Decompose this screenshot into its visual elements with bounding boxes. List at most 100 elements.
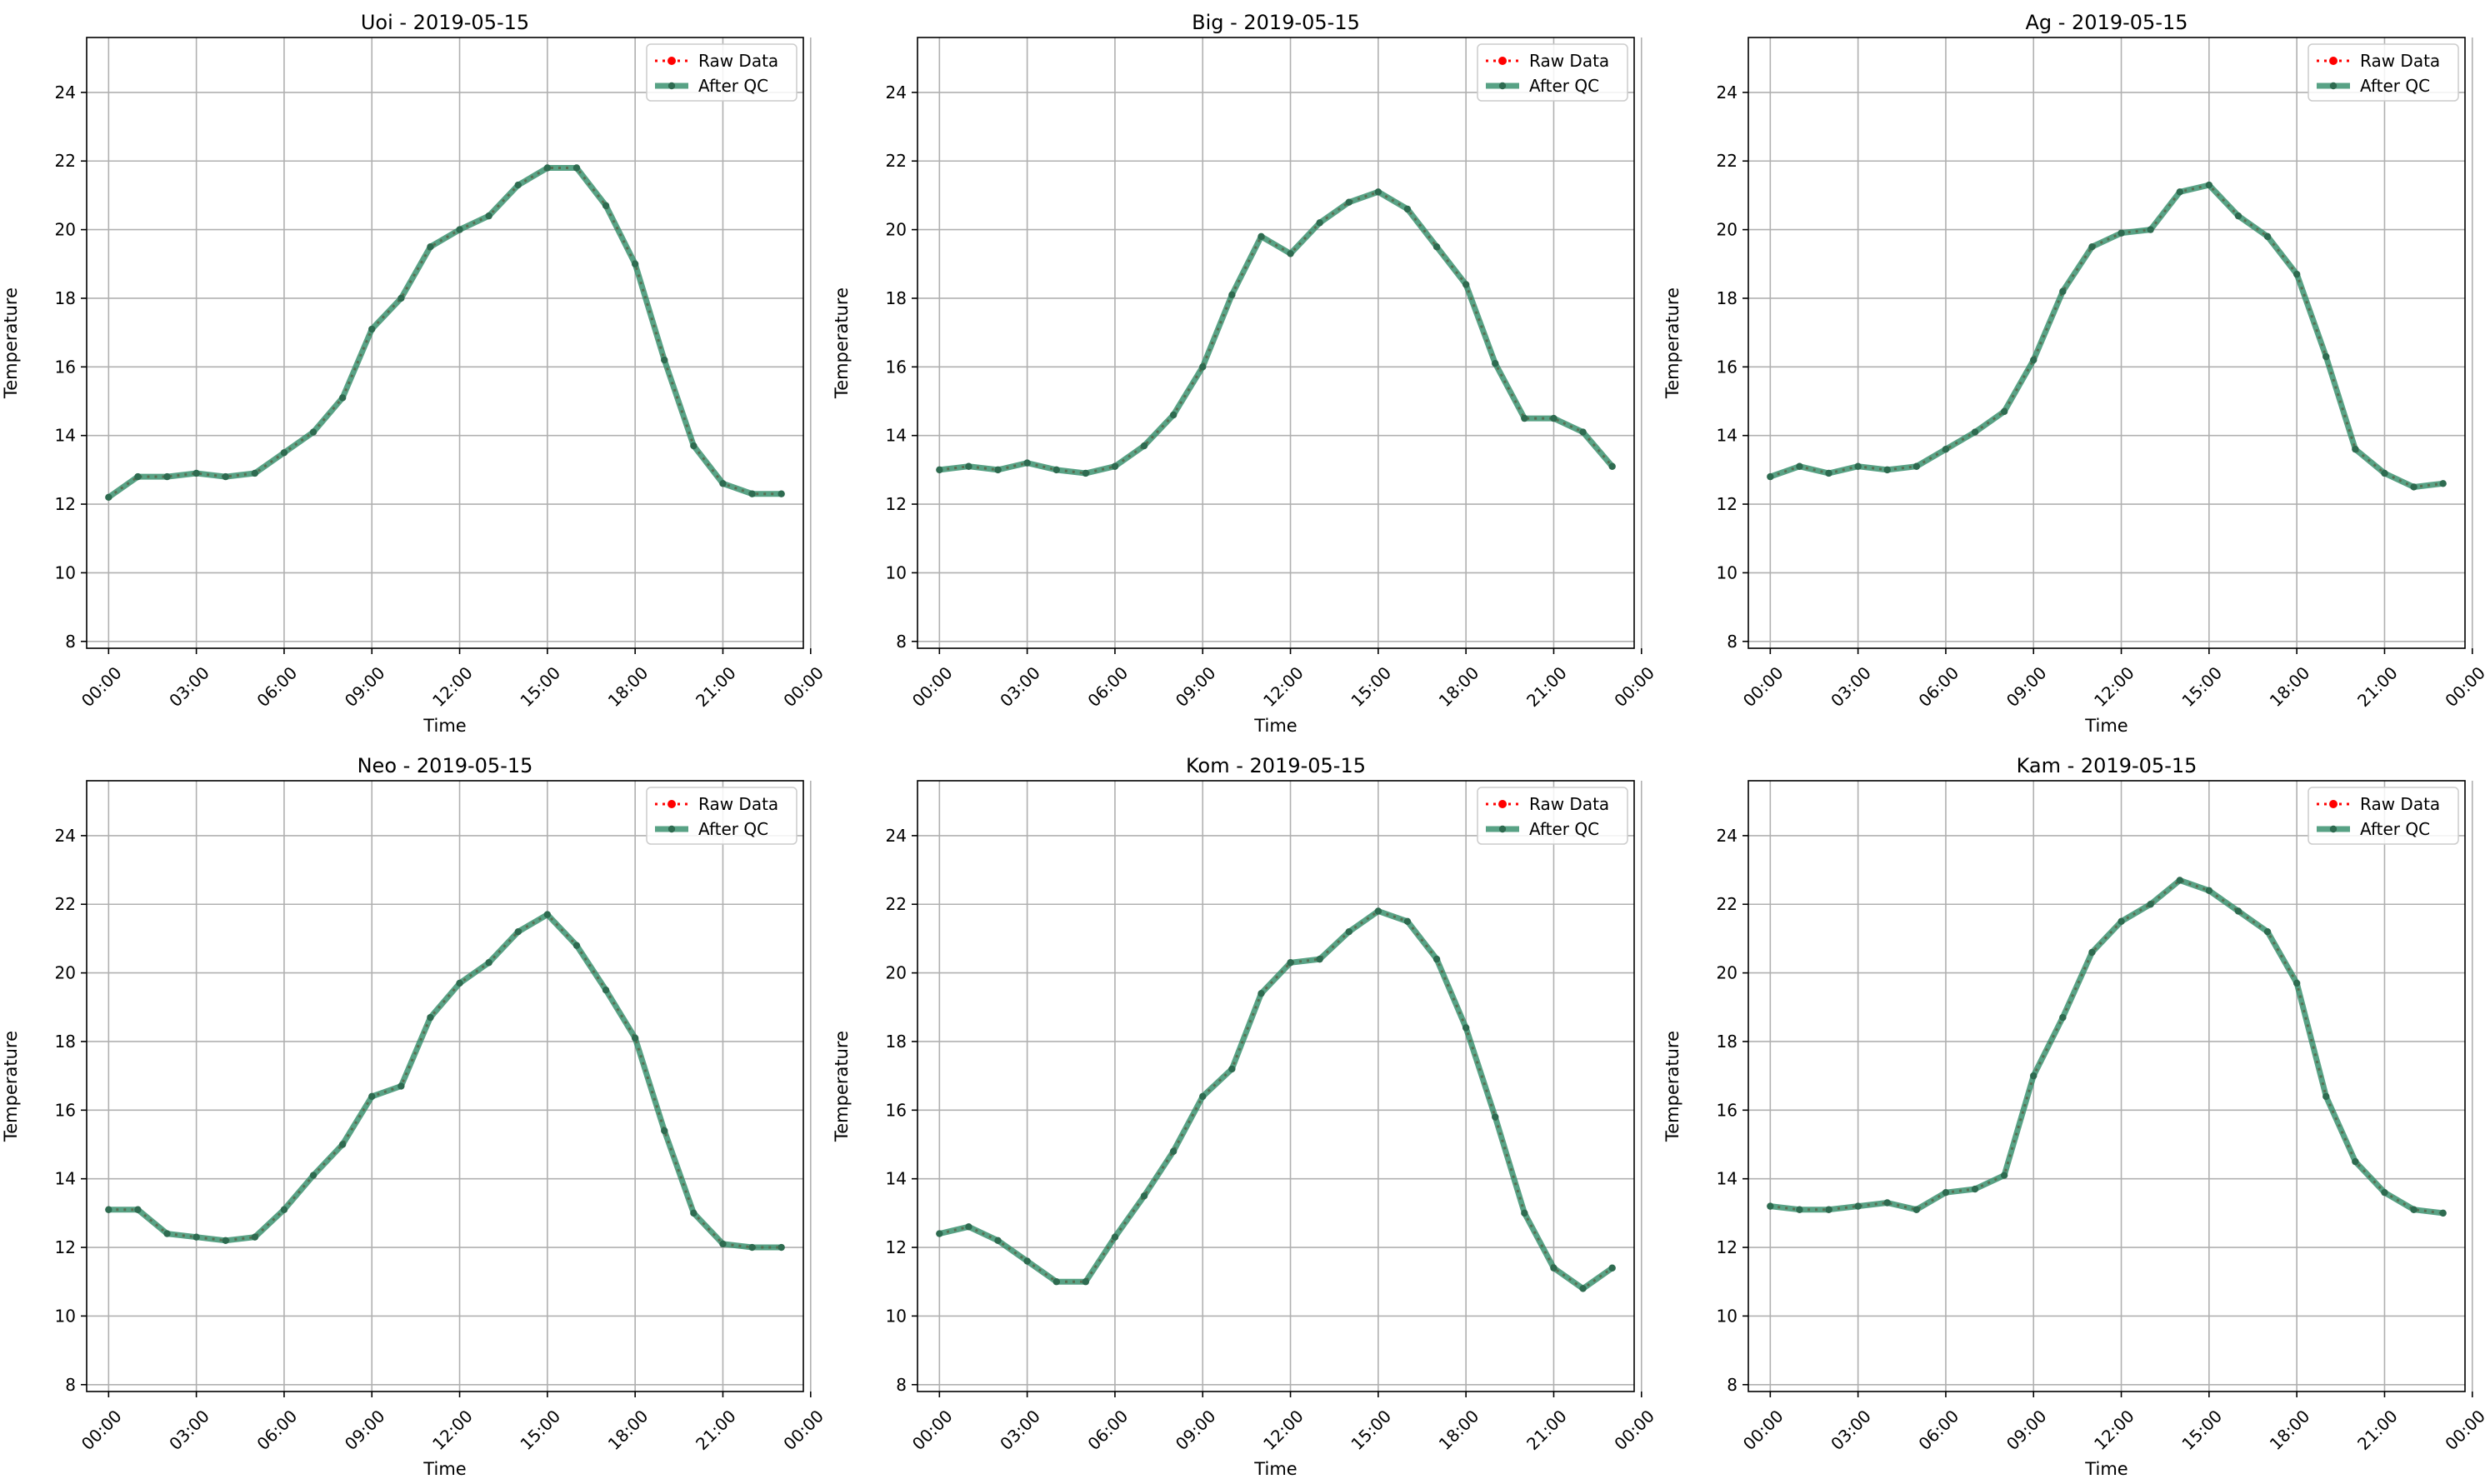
y-axis-label: Temperature bbox=[1662, 1031, 1682, 1142]
data-point bbox=[309, 428, 318, 436]
legend-raw-label: Raw Data bbox=[2360, 794, 2440, 814]
data-point bbox=[572, 942, 581, 949]
x-tick-label: 09:00 bbox=[341, 662, 389, 711]
data-point bbox=[1492, 1113, 1499, 1121]
data-point bbox=[456, 226, 463, 233]
y-tick-label: 16 bbox=[1717, 357, 1738, 377]
x-tick-label: 15:00 bbox=[1347, 662, 1395, 711]
data-point bbox=[1287, 959, 1294, 967]
x-axis-label: Time bbox=[422, 1459, 466, 1479]
data-point bbox=[134, 1206, 142, 1213]
x-tick-label: 09:00 bbox=[2002, 662, 2051, 711]
y-axis-label: Temperature bbox=[832, 1031, 852, 1142]
data-point bbox=[2381, 469, 2388, 477]
y-tick-label: 20 bbox=[55, 220, 76, 240]
x-tick-label: 00:00 bbox=[779, 1406, 828, 1454]
x-tick-label: 03:00 bbox=[165, 1406, 213, 1454]
y-tick-label: 22 bbox=[55, 894, 76, 914]
legend-raw-marker bbox=[1498, 57, 1507, 65]
y-tick-label: 14 bbox=[886, 1169, 907, 1189]
y-tick-label: 20 bbox=[1717, 963, 1738, 983]
legend: Raw Data After QC bbox=[646, 43, 798, 102]
x-tick-label: 12:00 bbox=[1259, 662, 1308, 711]
x-tick-label: 00:00 bbox=[1739, 662, 1788, 711]
data-point bbox=[1199, 1092, 1207, 1101]
legend-raw-label: Raw Data bbox=[2360, 51, 2440, 71]
axes-frame bbox=[86, 780, 804, 1392]
data-point bbox=[2147, 226, 2154, 233]
data-point bbox=[2059, 1013, 2067, 1022]
y-tick-label: 14 bbox=[55, 426, 76, 446]
data-point bbox=[514, 927, 522, 936]
y-tick-label: 8 bbox=[65, 1375, 76, 1395]
plot-area bbox=[918, 37, 1634, 648]
data-point bbox=[1023, 1257, 1031, 1265]
y-tick-label: 18 bbox=[886, 288, 907, 308]
data-point bbox=[2059, 287, 2067, 295]
data-point bbox=[719, 480, 727, 487]
x-tick-label: 15:00 bbox=[516, 1406, 564, 1454]
y-tick-label: 16 bbox=[1717, 1100, 1738, 1120]
data-point bbox=[936, 1230, 943, 1237]
x-tick-label: 21:00 bbox=[692, 662, 740, 711]
subplot: 00:00 03:00 06:00 09:00 12:00 15:00 18:00 21:00… bbox=[832, 754, 1658, 1479]
y-tick-label: 8 bbox=[896, 632, 907, 652]
data-point bbox=[1608, 462, 1616, 470]
y-tick-label: 24 bbox=[55, 826, 76, 846]
x-tick-label: 00:00 bbox=[1739, 1406, 1788, 1454]
x-tick-label: 12:00 bbox=[2090, 662, 2138, 711]
chart-title: Kam - 2019-05-15 bbox=[2017, 754, 2198, 777]
y-axis-label: Temperature bbox=[1, 1031, 21, 1142]
y-tick-label: 24 bbox=[886, 826, 907, 846]
y-tick-label: 10 bbox=[886, 1306, 907, 1326]
data-point bbox=[309, 1172, 318, 1179]
data-point bbox=[2322, 1092, 2330, 1101]
subplot: 00:00 03:00 06:00 09:00 12:00 15:00 18:00 21:00… bbox=[1, 754, 828, 1479]
y-tick-label: 24 bbox=[1717, 826, 1738, 846]
data-point bbox=[1345, 927, 1352, 936]
after-qc-line bbox=[107, 165, 782, 500]
data-point bbox=[543, 911, 552, 918]
data-point bbox=[1140, 442, 1148, 450]
x-tick-label: 12:00 bbox=[2090, 1406, 2138, 1454]
x-tick-label: 00:00 bbox=[78, 662, 126, 711]
data-point bbox=[1767, 1202, 1774, 1210]
data-point bbox=[1052, 466, 1060, 474]
x-tick-label: 15:00 bbox=[2178, 662, 2226, 711]
x-tick-label: 00:00 bbox=[908, 1406, 957, 1454]
data-point bbox=[2352, 445, 2359, 453]
x-tick-label: 03:00 bbox=[1827, 1406, 1875, 1454]
data-point bbox=[1825, 469, 1832, 477]
data-point bbox=[1883, 466, 1891, 474]
legend-raw-label: Raw Data bbox=[1529, 794, 1609, 814]
data-point bbox=[1403, 917, 1412, 926]
data-point bbox=[965, 462, 972, 470]
data-point bbox=[1883, 1199, 1891, 1207]
data-point bbox=[2322, 352, 2330, 361]
y-tick-label: 18 bbox=[1717, 288, 1738, 308]
legend-raw-marker bbox=[1498, 800, 1507, 808]
legend: Raw Data After QC bbox=[2308, 43, 2459, 102]
x-tick-label: 21:00 bbox=[1522, 1406, 1571, 1454]
axes-frame bbox=[917, 780, 1635, 1392]
plot-area bbox=[87, 37, 803, 648]
data-point bbox=[1550, 414, 1558, 422]
data-point bbox=[1258, 232, 1265, 241]
data-point bbox=[1316, 955, 1323, 963]
data-point bbox=[280, 1206, 288, 1213]
legend-qc-label: After QC bbox=[1529, 76, 1599, 96]
x-axis-label: Time bbox=[422, 716, 466, 736]
y-tick-label: 18 bbox=[886, 1032, 907, 1052]
y-tick-label: 16 bbox=[886, 1100, 907, 1120]
data-point bbox=[2000, 1172, 2008, 1179]
x-tick-label: 00:00 bbox=[1610, 1406, 1658, 1454]
legend-qc-marker bbox=[668, 82, 676, 90]
legend: Raw Data After QC bbox=[646, 787, 798, 845]
x-tick-label: 18:00 bbox=[604, 662, 652, 711]
data-point bbox=[1462, 281, 1470, 288]
data-point bbox=[105, 1206, 112, 1213]
data-point bbox=[368, 1092, 376, 1101]
y-tick-label: 10 bbox=[886, 562, 907, 582]
y-tick-label: 8 bbox=[65, 632, 76, 652]
